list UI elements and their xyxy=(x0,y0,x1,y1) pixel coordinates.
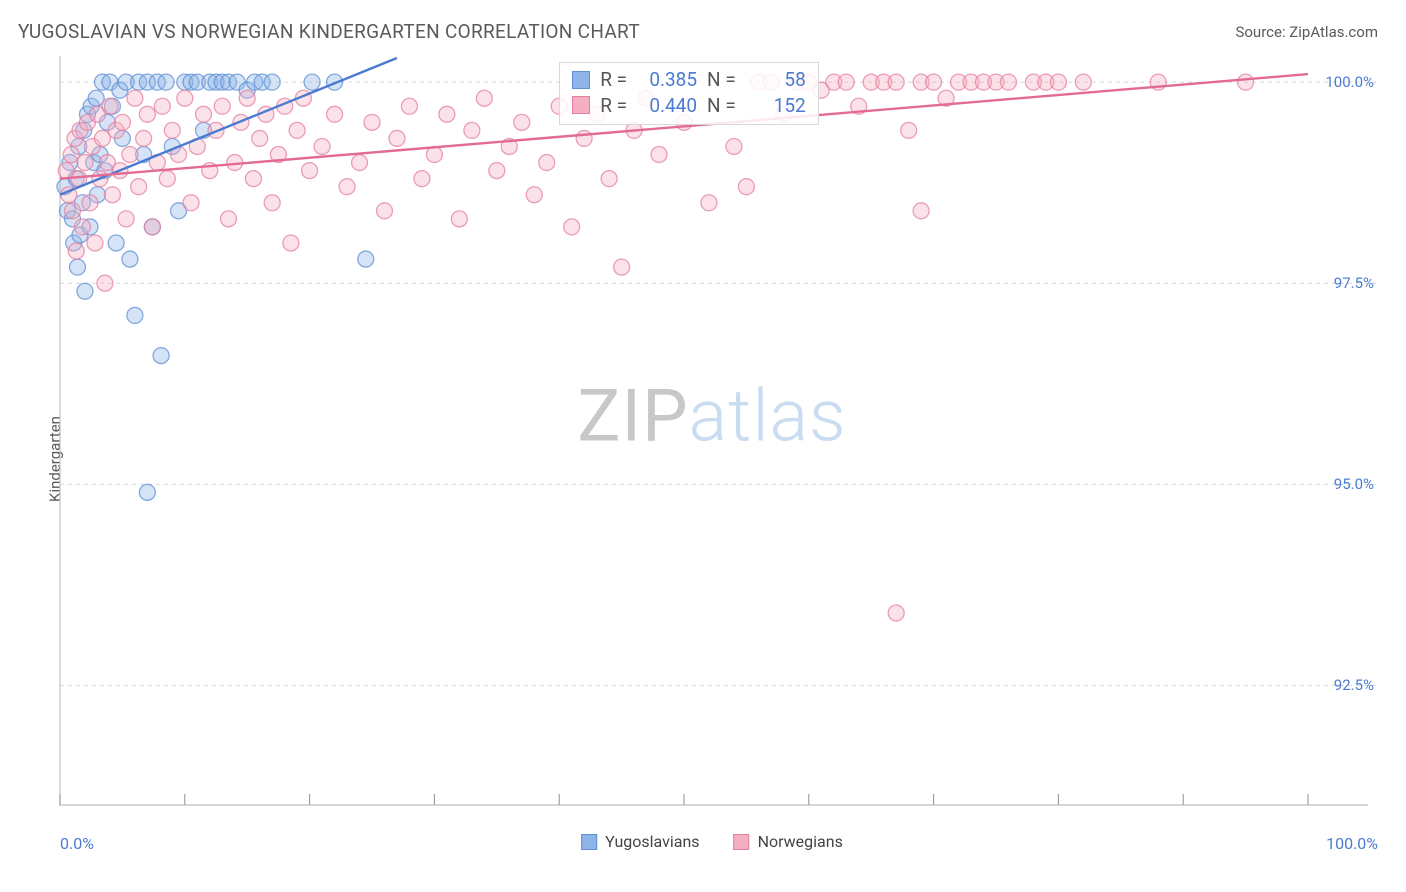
legend: Yugoslavians Norwegians xyxy=(581,832,843,851)
scatter-plot xyxy=(46,56,1378,806)
x-axis-row: 0.0% Yugoslavians Norwegians 100.0% xyxy=(46,806,1378,862)
plot-area: ZIPatlas R =0.385N =58R =0.440N =152 100… xyxy=(46,56,1378,806)
stat-n-label: N = xyxy=(707,93,736,119)
header: YUGOSLAVIAN VS NORWEGIAN KINDERGARTEN CO… xyxy=(0,0,1406,53)
stat-r-value: 0.440 xyxy=(637,93,697,119)
stat-row: R = 0.440 N = 152 xyxy=(572,93,806,119)
chart-container: Kindergarten ZIPatlas R =0.385N =58R =0.… xyxy=(18,56,1378,862)
source-label: Source: ZipAtlas.com xyxy=(1235,23,1378,41)
stat-n-value: 58 xyxy=(746,67,806,93)
legend-swatch xyxy=(572,96,590,114)
legend-swatch xyxy=(734,834,750,850)
legend-label: Yugoslavians xyxy=(605,832,699,851)
stat-r-value: 0.385 xyxy=(637,67,697,93)
stat-row: R = 0.385 N = 58 xyxy=(572,67,806,93)
stat-r-label: R = xyxy=(600,93,627,119)
chart-title: YUGOSLAVIAN VS NORWEGIAN KINDERGARTEN CO… xyxy=(18,20,640,43)
legend-item: Yugoslavians xyxy=(581,832,699,851)
y-tick-label: 97.5% xyxy=(1334,274,1374,292)
x-axis-max-label: 100.0% xyxy=(1326,834,1378,853)
stat-n-value: 152 xyxy=(746,93,806,119)
stat-n-label: N = xyxy=(707,67,736,93)
x-axis-min-label: 0.0% xyxy=(60,834,94,853)
legend-swatch xyxy=(572,71,590,89)
correlation-stats-box: R = 0.385 N = 58 R = 0.440 N = 152 xyxy=(559,62,819,125)
stat-r-label: R = xyxy=(600,67,627,93)
legend-swatch xyxy=(581,834,597,850)
y-tick-label: 92.5% xyxy=(1334,676,1374,694)
legend-item: Norwegians xyxy=(734,832,843,851)
y-tick-label: 100.0% xyxy=(1325,73,1374,91)
y-tick-label: 95.0% xyxy=(1334,475,1374,493)
legend-label: Norwegians xyxy=(758,832,843,851)
